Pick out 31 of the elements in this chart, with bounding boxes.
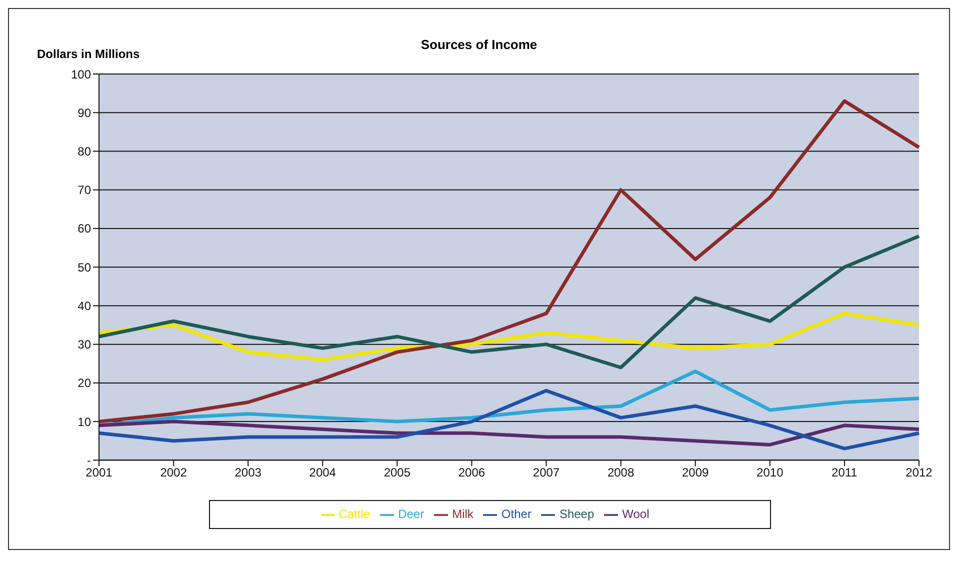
legend-label: Milk xyxy=(452,507,474,522)
x-tick-label: 2001 xyxy=(86,466,113,480)
x-tick-label: 2007 xyxy=(532,466,560,480)
y-tick-label: 100 xyxy=(70,67,92,82)
x-tick-label: 2004 xyxy=(309,466,336,480)
x-tick-label: 2006 xyxy=(458,466,486,480)
x-tick-label: 2008 xyxy=(607,466,634,480)
x-tick-label: 2003 xyxy=(234,466,262,480)
legend-label: Sheep xyxy=(559,507,594,522)
legend-label: Other xyxy=(501,507,532,522)
y-tick-label: 60 xyxy=(78,222,92,236)
y-tick-label: 20 xyxy=(78,376,92,390)
legend-label: Wool xyxy=(622,507,650,522)
x-tick-label: 2010 xyxy=(756,466,784,480)
y-tick-label: 10 xyxy=(78,414,92,429)
x-tick-label: 2011 xyxy=(832,466,858,480)
y-tick-label: 80 xyxy=(78,144,92,158)
x-tick-label: 2002 xyxy=(160,466,188,480)
legend-label: Cattle xyxy=(338,507,370,522)
y-tick-label: 30 xyxy=(78,338,92,352)
x-tick-label: 2012 xyxy=(906,466,933,480)
x-tick-label: 2005 xyxy=(384,466,411,480)
y-tick-label: - xyxy=(87,453,91,468)
legend-label: Deer xyxy=(398,507,424,522)
x-tick-label: 2009 xyxy=(682,466,710,480)
y-tick-label: 70 xyxy=(78,183,92,198)
y-axis-title: Dollars in Millions xyxy=(37,47,140,61)
y-tick-label: 50 xyxy=(78,260,92,274)
y-tick-label: 40 xyxy=(78,298,92,313)
y-tick-label: 90 xyxy=(78,106,92,120)
chart-title: Sources of Income xyxy=(420,37,538,52)
